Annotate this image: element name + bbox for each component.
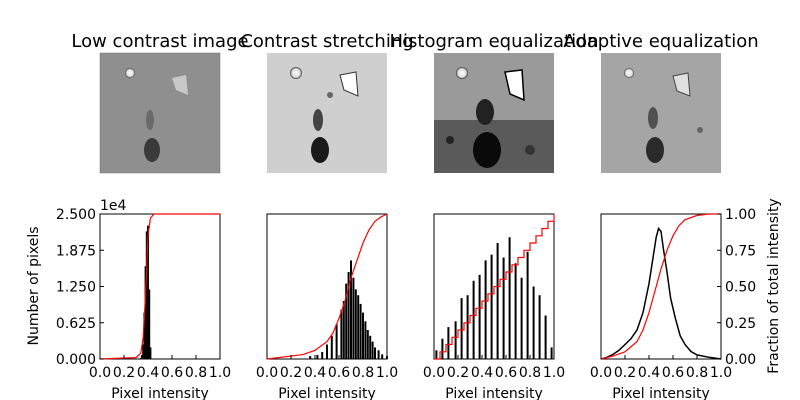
x-tick-label-1-4: 0.6 [161,365,183,381]
x-tick-label-4-3: 0.4 [638,365,660,381]
y-tick-label-4-1: 0.00 [725,352,756,368]
x-axis-label-2: Pixel intensity [278,386,376,400]
y-tick-label-4-5: 1.00 [725,207,756,223]
axes-frame-3 [433,213,555,360]
moon-surface-histogram-equalized-image [434,53,554,173]
x-tick-label-3-6: 1.0 [543,365,565,381]
y-tick-label-1-5: 2.500 [56,207,96,223]
y-tick-label-1-2: 0.625 [56,316,96,332]
moon-surface-adaptive-equalized-image [601,53,721,173]
y-tick-label-1-4: 1.875 [56,243,96,259]
cdf-line-4 [600,213,721,360]
x-tick-label-1-2: 0.2 [113,365,135,381]
x-tick-label-2-2: 0.2 [280,365,302,381]
x-tick-label-4-1: 0.0 [590,365,612,381]
x-tick-label-1-5: 0.8 [185,365,207,381]
chart-marks: 0.0 0.2 0.4 0.6 0.8 1.00.0000.6251.2501.8752.… [56,207,756,381]
y-tick-label-4-3: 0.50 [725,280,756,296]
x-tick-label-3-2: 0.2 [447,365,469,381]
x-axis-label-4: Pixel intensity [612,386,710,400]
y-tick-label-1-3: 1.250 [56,280,96,296]
panel-title-histogram-equalization: Histogram equalization [390,31,599,52]
cdf-line-1 [99,213,220,360]
histogram-line-4 [600,226,722,360]
y-axis-label-left: Number of pixels [26,226,42,345]
moon-surface-contrast-stretched-image [267,53,387,173]
x-tick-label-4-2: 0.2 [614,365,636,381]
panel-title-adaptive-equalization: Adaptive equalization [563,31,758,52]
x-tick-label-3-1: 0.0 [423,365,445,381]
x-axis-label-3: Pixel intensity [445,386,543,400]
panel-title-contrast-stretching: Contrast stretching [240,31,413,52]
y-axis-label-right: Fraction of total intensity [766,198,782,373]
moon-surface-low-contrast-image [99,52,221,174]
x-tick-label-4-5: 0.8 [686,365,708,381]
x-tick-label-3-3: 0.4 [471,365,493,381]
x-tick-label-2-6: 1.0 [376,365,398,381]
cdf-line-3 [434,214,555,360]
cdf-line-2 [266,213,388,360]
x-tick-label-2-5: 0.8 [352,365,374,381]
x-tick-label-4-4: 0.6 [662,365,684,381]
x-tick-label-1-1: 0.0 [89,365,111,381]
y-offset-label: 1e4 [100,198,127,214]
y-tick-label-1-1: 0.000 [56,352,96,368]
y-tick-label-4-4: 0.75 [725,243,756,259]
x-tick-label-2-4: 0.6 [328,365,350,381]
x-tick-label-4-6: 1.0 [710,365,732,381]
x-tick-label-3-5: 0.8 [519,365,541,381]
x-tick-label-3-4: 0.6 [495,365,517,381]
x-tick-label-2-3: 0.4 [304,365,326,381]
y-tick-label-4-2: 0.25 [725,316,756,332]
panel-title-low-contrast: Low contrast image [71,31,248,52]
x-tick-label-1-3: 0.4 [137,365,159,381]
x-tick-label-2-1: 0.0 [256,365,278,381]
x-tick-label-1-6: 1.0 [209,365,231,381]
x-axis-label-1: Pixel intensity [111,386,209,400]
